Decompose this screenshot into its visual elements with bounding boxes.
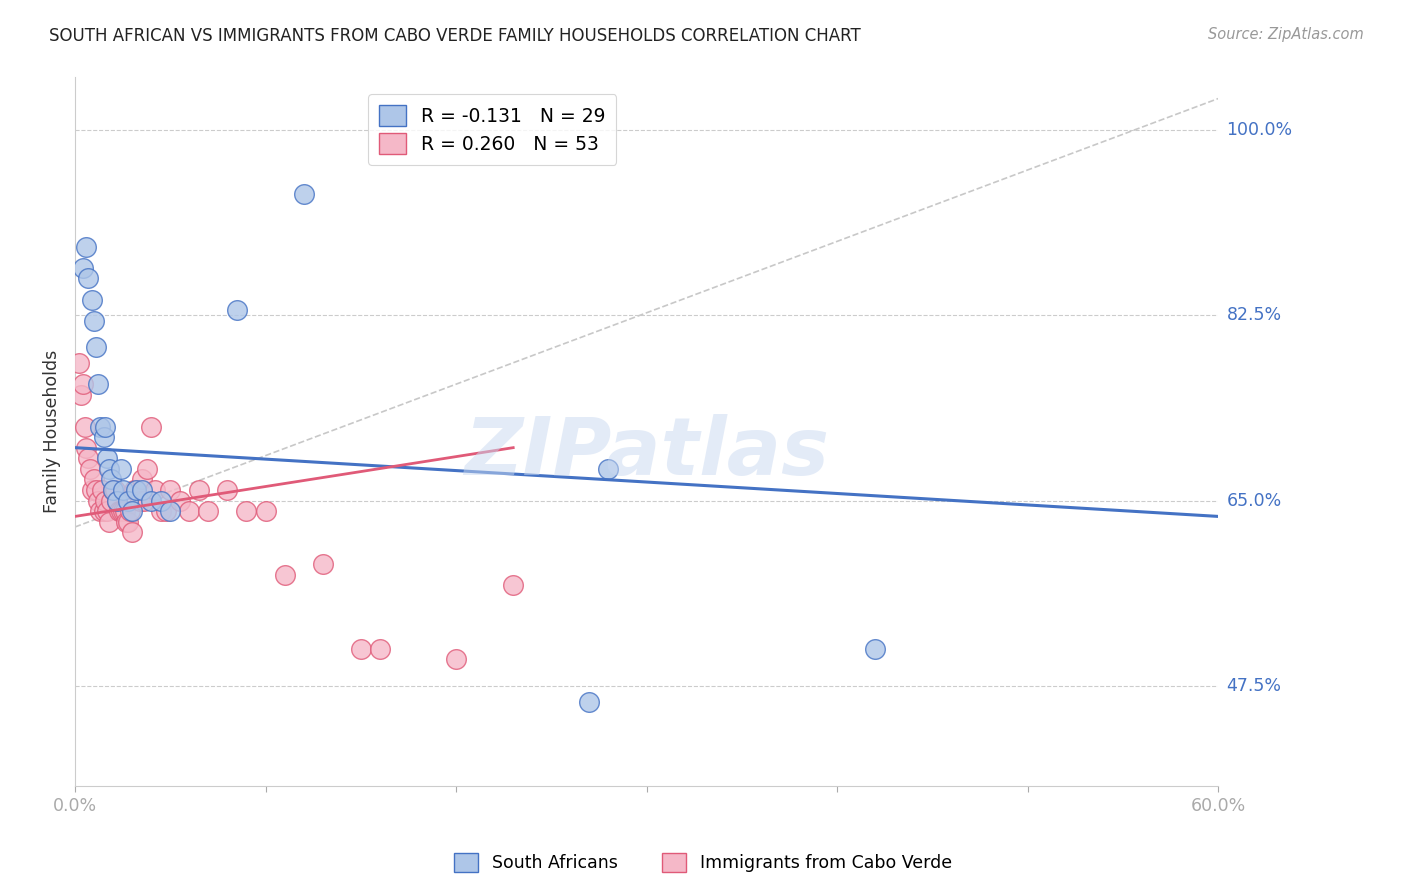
Point [90, 483, 112, 497]
Point [125, 483, 148, 497]
Point [82, 483, 104, 497]
Text: 47.5%: 47.5% [1226, 677, 1281, 695]
Legend: South Africans, Immigrants from Cabo Verde: South Africans, Immigrants from Cabo Ver… [447, 846, 959, 879]
Point [187, 483, 209, 497]
Text: 100.0%: 100.0% [1226, 121, 1292, 139]
Point [143, 483, 166, 497]
Point [149, 504, 172, 518]
Y-axis label: Family Households: Family Households [44, 351, 60, 514]
Text: ZIPatlas: ZIPatlas [464, 414, 830, 492]
Point [89, 419, 111, 434]
Point [128, 493, 150, 508]
Point [84, 483, 107, 497]
Point [105, 493, 128, 508]
Point [235, 504, 257, 518]
Point [93, 504, 115, 518]
Point [578, 694, 600, 708]
Point [111, 483, 134, 497]
Text: SOUTH AFRICAN VS IMMIGRANTS FROM CABO VERDE FAMILY HOUSEHOLDS CORRELATION CHART: SOUTH AFRICAN VS IMMIGRANTS FROM CABO VE… [49, 27, 860, 45]
Point [197, 504, 219, 518]
Point [110, 462, 132, 476]
Point [101, 483, 124, 497]
Point [87, 377, 110, 392]
Point [72, 260, 94, 275]
Point [104, 483, 127, 497]
Point [94, 493, 117, 508]
Point [83, 314, 105, 328]
Point [444, 652, 467, 666]
Point [93, 430, 115, 444]
Text: 82.5%: 82.5% [1226, 307, 1282, 325]
Point [77, 271, 100, 285]
Point [502, 578, 524, 592]
Point [141, 419, 163, 434]
Point [312, 557, 335, 571]
Point [77, 451, 100, 466]
Point [136, 462, 159, 476]
Point [69, 388, 91, 402]
Point [179, 504, 201, 518]
Point [121, 504, 143, 518]
Point [114, 504, 136, 518]
Point [254, 504, 277, 518]
Legend: R = -0.131   N = 29, R = 0.260   N = 53: R = -0.131 N = 29, R = 0.260 N = 53 [368, 94, 616, 165]
Point [117, 515, 139, 529]
Point [83, 472, 105, 486]
Point [67, 356, 90, 370]
Point [101, 483, 124, 497]
Point [111, 504, 134, 518]
Point [94, 419, 117, 434]
Point [863, 641, 886, 656]
Point [115, 515, 138, 529]
Point [96, 451, 118, 466]
Point [155, 504, 177, 518]
Point [117, 493, 139, 508]
Point [79, 462, 101, 476]
Point [72, 377, 94, 392]
Text: 65.0%: 65.0% [1226, 491, 1282, 509]
Point [169, 493, 191, 508]
Point [110, 504, 132, 518]
Point [131, 472, 153, 486]
Point [159, 504, 181, 518]
Point [159, 483, 181, 497]
Point [120, 504, 142, 518]
Point [350, 641, 373, 656]
Text: Source: ZipAtlas.com: Source: ZipAtlas.com [1208, 27, 1364, 42]
Point [75, 240, 97, 254]
Point [82, 293, 104, 307]
Point [108, 504, 131, 518]
Point [273, 567, 295, 582]
Point [89, 504, 111, 518]
Point [98, 515, 121, 529]
Point [292, 186, 315, 201]
Point [84, 340, 107, 354]
Point [100, 472, 122, 486]
Point [226, 303, 249, 318]
Point [73, 419, 96, 434]
Point [122, 483, 145, 497]
Point [131, 483, 153, 497]
Point [217, 483, 239, 497]
Point [125, 483, 148, 497]
Point [368, 641, 391, 656]
Point [598, 462, 620, 476]
Point [121, 525, 143, 540]
Point [87, 493, 110, 508]
Point [98, 462, 121, 476]
Point [75, 441, 97, 455]
Point [132, 493, 155, 508]
Point [96, 504, 118, 518]
Point [105, 493, 128, 508]
Point [100, 493, 122, 508]
Point [149, 493, 172, 508]
Point [141, 493, 163, 508]
